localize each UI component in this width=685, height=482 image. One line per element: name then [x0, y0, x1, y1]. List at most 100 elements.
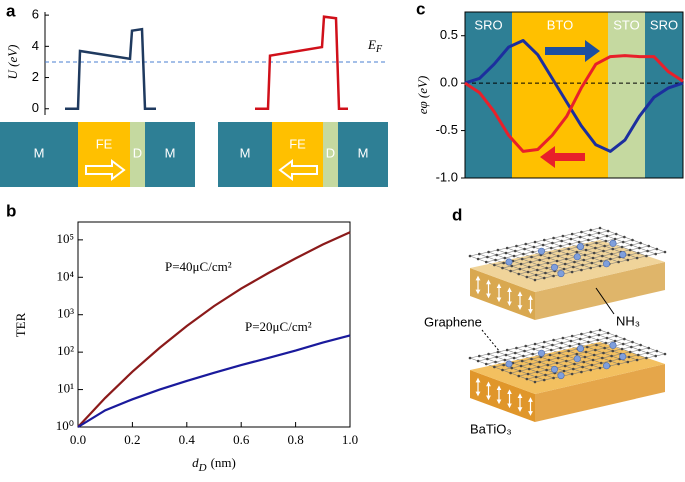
carbon-atom [601, 356, 604, 360]
carbon-atom [575, 250, 579, 254]
carbon-atom [542, 340, 546, 344]
carbon-atom [604, 341, 608, 345]
molecule [537, 349, 545, 357]
graphene-bond [606, 233, 617, 237]
graphene-bond [524, 246, 534, 250]
carbon-atom [569, 339, 573, 343]
layer [145, 122, 195, 187]
molecule [602, 362, 610, 370]
graphene-bond [612, 248, 621, 253]
carbon-atom [578, 337, 582, 341]
graphene-bond [572, 233, 581, 238]
molecule [557, 270, 565, 278]
graphene-bond [551, 349, 560, 354]
y-tick-label: 10⁴ [56, 268, 74, 283]
carbon-atom [517, 374, 521, 378]
carbon-atom [626, 360, 630, 364]
carbon-atom [524, 344, 528, 348]
carbon-atom [598, 226, 602, 230]
graphene-bond [623, 241, 632, 246]
graphene-bond [638, 250, 648, 254]
graphene-bond [479, 253, 488, 258]
graphene-bond [576, 353, 586, 358]
graphene-bond [572, 371, 582, 375]
carbon-atom [594, 246, 597, 250]
y-axis-label: eφ (eV) [415, 76, 430, 115]
graphene-bond [531, 254, 541, 258]
graphene-bond [595, 247, 604, 252]
carbon-atom [606, 229, 610, 233]
graphene-bond [648, 245, 657, 250]
graphene-bond [565, 365, 574, 370]
graphene-bond [487, 358, 496, 363]
graphene-bond [479, 251, 489, 255]
carbon-atom [602, 351, 605, 355]
graphene-bond [597, 339, 606, 344]
graphene-bond [561, 240, 570, 245]
graphene-bond [554, 268, 565, 272]
carbon-atom [572, 265, 575, 269]
graphene-bond [529, 368, 538, 373]
graphene-bond [572, 335, 581, 340]
graphene-bond [587, 242, 597, 246]
graphene-bond [581, 231, 590, 236]
graphene-bond [533, 244, 544, 248]
graphene-bond [591, 362, 602, 366]
graphene-bond [529, 366, 539, 370]
carbon-atom [558, 249, 561, 253]
graphene-bond [540, 254, 550, 259]
graphene-bond [603, 350, 613, 354]
layer-label: M [165, 145, 176, 160]
carbon-atom [512, 254, 516, 258]
graphene-bond [519, 268, 529, 273]
carbon-atom [646, 351, 649, 355]
carbon-atom [502, 261, 505, 265]
graphene-bond [627, 359, 638, 363]
graphene-bond [561, 238, 572, 242]
graphene-bond [543, 242, 553, 246]
carbon-atom [638, 246, 641, 250]
graphene-bond [495, 359, 505, 363]
graphene-bond [469, 357, 479, 362]
carbon-atom [638, 348, 641, 352]
graphene-bond [540, 356, 550, 361]
graphene-bond [494, 364, 504, 368]
carbon-atom [589, 330, 593, 334]
graphene-bond [486, 361, 496, 365]
molecule [619, 251, 627, 259]
carbon-atom [578, 235, 582, 239]
graphene-bond [631, 346, 640, 351]
carbon-atom [588, 335, 591, 339]
carbon-atom [613, 237, 617, 241]
potential-line [464, 39, 684, 153]
graphene-bond [526, 378, 536, 383]
graphene-bond [478, 358, 488, 362]
carbon-atom [584, 248, 588, 252]
graphene-bond [581, 369, 591, 373]
graphene-bond [553, 339, 562, 344]
polarization-arrow [85, 159, 126, 181]
graphene-bond [569, 241, 580, 245]
carbon-atom [597, 333, 601, 337]
graphene-bond [511, 263, 522, 267]
carbon-atom [610, 354, 613, 358]
carbon-atom [505, 348, 509, 352]
carbon-atom [585, 345, 589, 349]
graphene-bond [530, 261, 539, 266]
graphene-bond [523, 353, 533, 357]
graphene-bond [639, 349, 648, 354]
graphene-bond [646, 355, 656, 359]
graphene-bond [558, 253, 568, 257]
carbon-atom [589, 266, 593, 270]
graphene-bond [469, 355, 480, 359]
graphene-bond [655, 353, 666, 357]
carbon-atom [518, 369, 522, 373]
graphene-bond [511, 365, 522, 369]
graphene-bond [563, 268, 573, 273]
graphene-bond [567, 251, 577, 255]
polarization-arrow [540, 146, 585, 168]
carbon-atom [598, 264, 602, 268]
graphene-bond [502, 369, 511, 374]
graphene-bond [566, 258, 575, 263]
graphene-bond [583, 257, 594, 261]
